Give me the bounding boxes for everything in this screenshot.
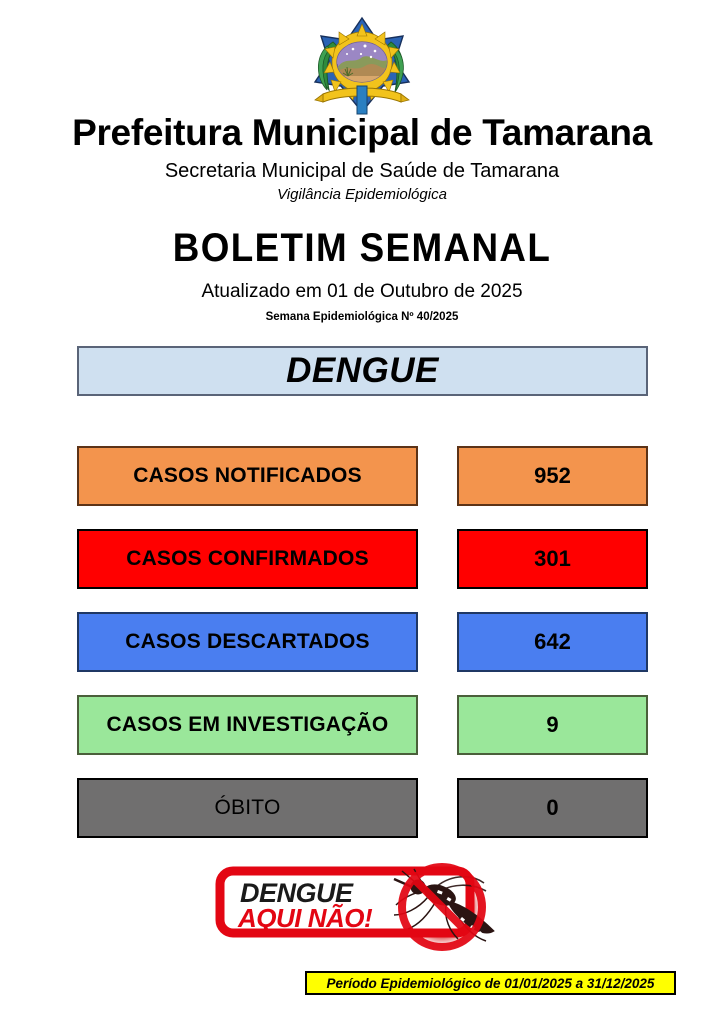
bulletin-title: BOLETIM SEMANAL [172, 226, 552, 270]
stat-label-casos-descartados: CASOS DESCARTADOS [77, 612, 418, 672]
stat-value-text: 9 [546, 712, 559, 737]
emblem-container [0, 16, 724, 116]
epidemiological-period-banner: Período Epidemiológico de 01/01/2025 a 3… [305, 971, 676, 995]
statistics-table: CASOS NOTIFICADOS 952 CASOS CONFIRMADOS … [0, 446, 724, 861]
stat-value-text: 952 [534, 463, 571, 488]
stat-label-casos-em-investigacao: CASOS EM INVESTIGAÇÃO [77, 695, 418, 755]
stat-label-casos-notificados: CASOS NOTIFICADOS [77, 446, 418, 506]
stat-value-casos-confirmados: 301 [457, 529, 648, 589]
dengue-aqui-nao-logo: DENGUE AQUI NÃO! [212, 857, 512, 953]
org-subtitle-epidemiological-surveillance: Vigilância Epidemiológica [277, 186, 447, 203]
stat-value-casos-em-investigacao: 9 [457, 695, 648, 755]
stat-value-text: 642 [534, 629, 571, 654]
table-row: CASOS DESCARTADOS 642 [0, 612, 724, 695]
table-row: CASOS EM INVESTIGAÇÃO 9 [0, 695, 724, 778]
stat-label-text: CASOS EM INVESTIGAÇÃO [106, 713, 389, 736]
stat-label-obito: ÓBITO [77, 778, 418, 838]
stat-value-text: 0 [546, 795, 559, 820]
stat-value-obito: 0 [457, 778, 648, 838]
table-row: ÓBITO 0 [0, 778, 724, 861]
logo-line2-text: AQUI NÃO! [237, 903, 373, 933]
logo-line1-text: DENGUE [240, 878, 354, 908]
stat-label-casos-confirmados: CASOS CONFIRMADOS [77, 529, 418, 589]
disease-banner-label: DENGUE [286, 351, 439, 390]
disease-banner: DENGUE [77, 346, 648, 396]
stat-label-text: CASOS NOTIFICADOS [133, 464, 362, 487]
stat-value-casos-descartados: 642 [457, 612, 648, 672]
stat-label-text: CASOS DESCARTADOS [125, 630, 370, 653]
bulletin-epidemiological-week: Semana Epidemiológica Nº 40/2025 [265, 311, 459, 323]
table-row: CASOS CONFIRMADOS 301 [0, 529, 724, 612]
stat-value-casos-notificados: 952 [457, 446, 648, 506]
page-title: Prefeitura Municipal de Tamarana [72, 112, 652, 153]
prohibition-sign-icon [398, 863, 486, 951]
stat-label-text: ÓBITO [214, 796, 281, 819]
tamarana-coat-of-arms-icon [303, 16, 421, 116]
stat-label-text: CASOS CONFIRMADOS [126, 547, 369, 570]
table-row: CASOS NOTIFICADOS 952 [0, 446, 724, 529]
campaign-logo-container: DENGUE AQUI NÃO! [0, 857, 724, 958]
org-subtitle-health-secretary: Secretaria Municipal de Saúde de Tamaran… [164, 160, 560, 182]
stat-value-text: 301 [534, 546, 571, 571]
epidemiological-period-text: Período Epidemiológico de 01/01/2025 a 3… [326, 975, 655, 991]
bulletin-updated-date: Atualizado em 01 de Outubro de 2025 [201, 281, 523, 302]
